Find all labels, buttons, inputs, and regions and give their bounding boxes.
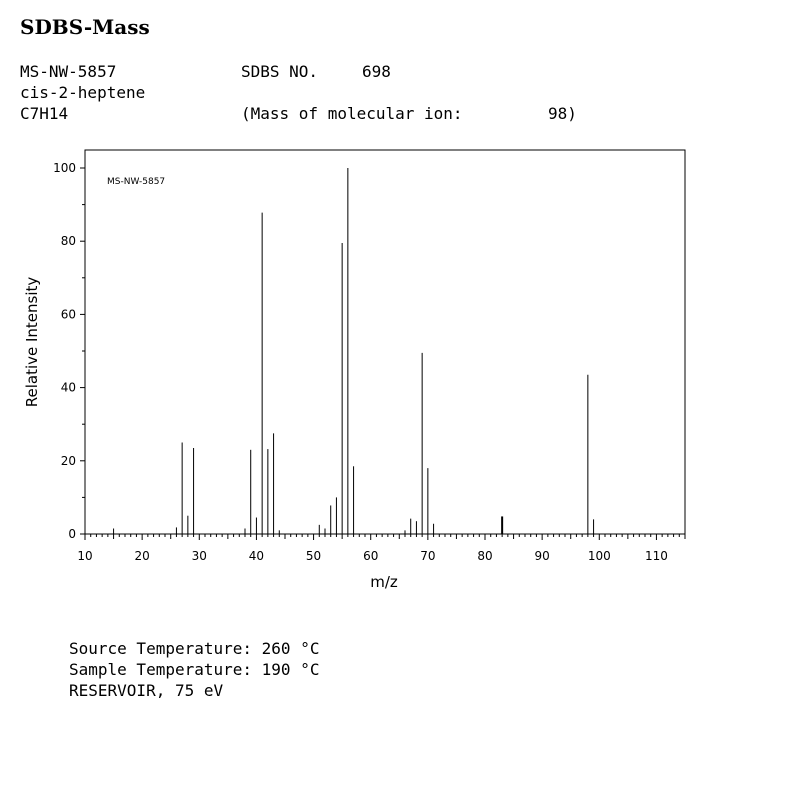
source-temperature: Source Temperature: 260 °C	[69, 639, 320, 658]
spectrum-peaks	[113, 168, 595, 534]
y-tick-label: 80	[61, 234, 76, 248]
x-tick-label: 20	[135, 549, 150, 563]
molecular-ion-label: (Mass of molecular ion:	[241, 104, 463, 123]
y-axis-ticks: 0 20 40 60 80 100	[53, 161, 85, 541]
x-tick-label: 10	[77, 549, 92, 563]
sample-temperature: Sample Temperature: 190 °C	[69, 660, 320, 679]
x-tick-label: 80	[477, 549, 492, 563]
x-tick-label: 90	[535, 549, 550, 563]
mass-spectrum-chart: 0 20 40 60 80 100 10 20 30 40 50 60 70 80 90 100 110 MS…	[23, 149, 686, 591]
plot-annotation: MS-NW-5857	[107, 177, 165, 187]
plot-frame	[84, 149, 686, 535]
x-tick-label: 110	[645, 549, 668, 563]
molecular-formula: C7H14	[20, 104, 69, 123]
x-tick-label: 30	[192, 549, 207, 563]
x-axis-ticks: 10 20 30 40 50 60 70 80 90 100 110	[77, 534, 686, 563]
y-tick-label: 100	[53, 161, 76, 175]
y-tick-label: 40	[61, 381, 76, 395]
x-tick-label: 50	[306, 549, 321, 563]
x-tick-label: 40	[249, 549, 264, 563]
y-tick-label: 0	[68, 527, 76, 541]
y-axis-label: Relative Intensity	[23, 277, 41, 408]
page-title: SDBS-Mass	[20, 15, 150, 39]
y-tick-label: 60	[61, 307, 76, 321]
y-tick-label: 20	[61, 454, 76, 468]
sdbs-number: 698	[362, 62, 391, 81]
reservoir-info: RESERVOIR, 75 eV	[69, 681, 224, 700]
x-tick-label: 60	[363, 549, 378, 563]
ms-id: MS-NW-5857	[20, 62, 117, 81]
x-tick-label: 100	[588, 549, 611, 563]
x-axis-label: m/z	[370, 573, 398, 591]
x-tick-label: 70	[420, 549, 435, 563]
molecular-ion-value: 98)	[548, 104, 577, 123]
sdbs-label: SDBS NO.	[241, 62, 319, 81]
compound-name: cis-2-heptene	[20, 83, 146, 102]
